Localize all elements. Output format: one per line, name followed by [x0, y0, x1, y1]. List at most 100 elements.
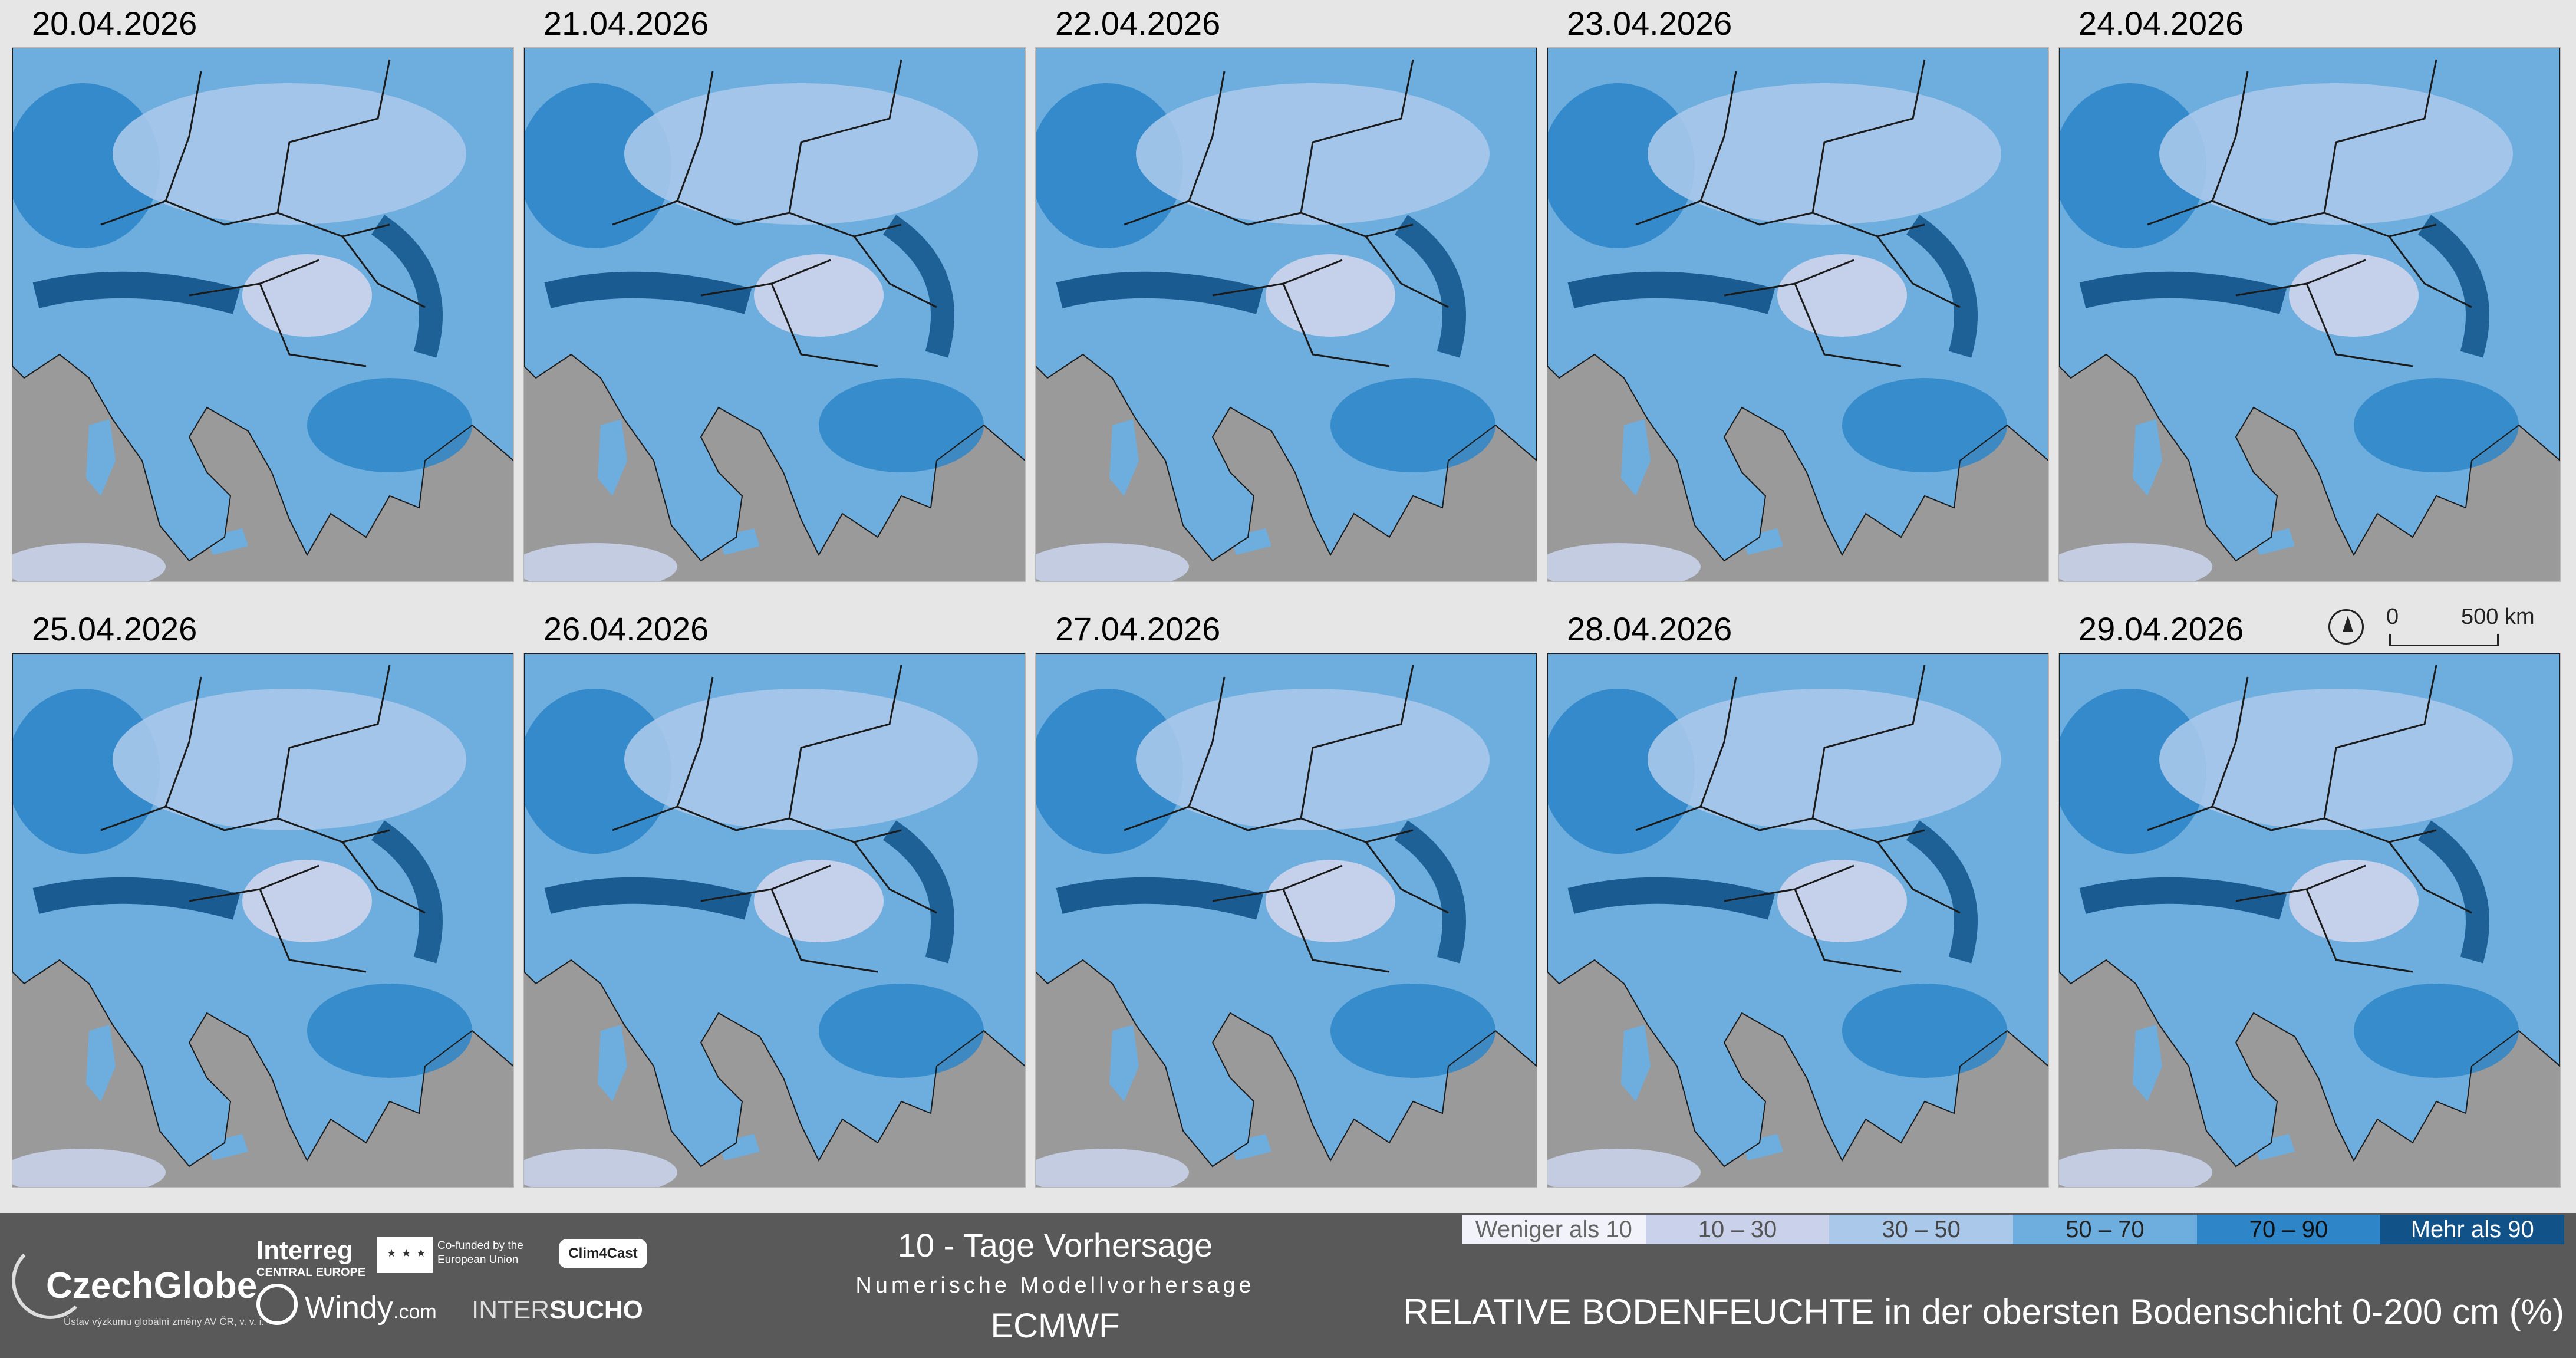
coastline: [1547, 48, 2048, 562]
sardinia-island: [1109, 1025, 1139, 1101]
moist-zone: [819, 984, 984, 1078]
dry-zone: [1036, 543, 1189, 581]
wet-carpathians-zone: [1906, 215, 1978, 358]
soil-moisture-map: [2058, 653, 2561, 1188]
dry-zone: [1648, 689, 2001, 830]
dry-zone: [1266, 254, 1395, 337]
map-svg: [524, 653, 1025, 1187]
czechglobe-logo: CzechGlobe Ústav výzkumu globální změny …: [12, 1242, 264, 1349]
coastline: [1036, 653, 1537, 1168]
dry-zone: [1648, 83, 2001, 225]
wet-alps-zone: [1056, 877, 1264, 920]
soil-moisture-map: [1035, 653, 1537, 1188]
coastline: [12, 48, 513, 562]
moist-zone: [1842, 378, 2007, 472]
sardinia-island: [2133, 1025, 2162, 1101]
windy-text: Windy: [305, 1290, 394, 1326]
wet-alps-zone: [32, 271, 241, 314]
wet-carpathians-zone: [2417, 820, 2489, 964]
windy-icon: [256, 1284, 298, 1325]
dry-zone: [1547, 543, 1701, 581]
wet-alps-zone: [32, 877, 241, 920]
sicily-island: [2254, 528, 2295, 555]
map-panel: 29.04.2026: [2058, 606, 2561, 1188]
moist-zone: [1330, 984, 1495, 1078]
soil-moisture-map: [2058, 47, 2561, 582]
forecast-subtitle: Numerische Modellvorhersage: [855, 1273, 1255, 1298]
country-borders: [1124, 59, 1449, 367]
wet-carpathians-zone: [882, 215, 954, 358]
panel-date: 22.04.2026: [1055, 5, 1221, 42]
moist-zone: [1547, 689, 1695, 854]
forecast-model: ECMWF: [990, 1307, 1120, 1345]
legend-item: Weniger als 10: [1462, 1215, 1646, 1244]
sardinia-island: [1109, 419, 1139, 496]
dry-zone: [524, 1149, 677, 1187]
sicily-island: [2254, 1134, 2295, 1160]
map-panel: 26.04.2026: [523, 606, 1026, 1188]
sardinia-island: [1621, 1025, 1651, 1101]
sicily-island: [207, 1134, 248, 1160]
dry-zone: [12, 543, 166, 581]
panel-date: 23.04.2026: [1567, 5, 1732, 42]
map-panel: 22.04.2026: [1035, 0, 1537, 582]
country-borders: [100, 59, 426, 367]
sicily-island: [1230, 528, 1271, 555]
wet-carpathians-zone: [1906, 820, 1978, 964]
wet-carpathians-zone: [371, 820, 443, 964]
moist-zone: [524, 689, 671, 854]
dry-zone: [242, 860, 372, 942]
color-legend: Weniger als 10 10 – 30 30 – 50 50 – 70 7…: [1462, 1215, 2565, 1244]
eu-cofunded-text: Co-funded by the European Union: [437, 1239, 523, 1266]
interreg-logo: Interreg CENTRAL EUROPE: [256, 1238, 365, 1280]
map-panel: 25.04.2026: [12, 606, 514, 1188]
moist-zone: [524, 83, 671, 248]
dry-zone: [1547, 1149, 1701, 1187]
country-borders: [612, 665, 937, 973]
wet-alps-zone: [544, 271, 752, 314]
country-borders: [1124, 665, 1449, 973]
soil-moisture-map: [1035, 47, 1537, 582]
sicily-island: [207, 528, 248, 555]
sicily-island: [719, 528, 760, 555]
coastline: [12, 653, 513, 1168]
wet-alps-zone: [1567, 271, 1775, 314]
dry-zone: [2289, 254, 2419, 337]
legend-item: 50 – 70: [2013, 1215, 2197, 1244]
eu-flag-icon: [377, 1237, 433, 1273]
dry-zone: [1136, 83, 1490, 225]
panel-date: 28.04.2026: [1567, 610, 1732, 647]
country-borders: [1635, 59, 1961, 367]
windy-com-text: .com: [393, 1301, 437, 1323]
sardinia-island: [86, 1025, 116, 1101]
coastline: [524, 653, 1025, 1168]
panel-date: 26.04.2026: [543, 610, 709, 647]
panel-date: 25.04.2026: [32, 610, 197, 647]
dry-zone: [1036, 1149, 1189, 1187]
dry-zone: [2059, 1149, 2212, 1187]
moist-zone: [12, 83, 160, 248]
dry-zone: [12, 1149, 166, 1187]
map-scale: 0 500 km: [2328, 604, 2564, 652]
coastline: [2059, 48, 2560, 562]
north-arrow-icon: [2328, 609, 2364, 645]
map-panel: 28.04.2026: [1547, 606, 2049, 1188]
map-svg: [1547, 48, 2048, 581]
panel-date: 27.04.2026: [1055, 610, 1221, 647]
coastline: [1547, 653, 2048, 1168]
dry-zone: [1777, 254, 1907, 337]
panel-date: 21.04.2026: [543, 5, 709, 42]
map-svg: [12, 653, 513, 1187]
soil-moisture-map: [523, 653, 1026, 1188]
wet-carpathians-zone: [371, 215, 443, 358]
map-panel: 23.04.2026: [1547, 0, 2049, 582]
panel-date: 24.04.2026: [2078, 5, 2244, 42]
soil-moisture-map: [1547, 653, 2049, 1188]
dry-zone: [624, 689, 978, 830]
dry-zone: [1136, 689, 1490, 830]
moist-zone: [819, 378, 984, 472]
dry-zone: [1777, 860, 1907, 942]
intersucho-part-b: SUCHO: [549, 1295, 643, 1324]
dry-zone: [754, 860, 884, 942]
moist-zone: [2354, 378, 2519, 472]
